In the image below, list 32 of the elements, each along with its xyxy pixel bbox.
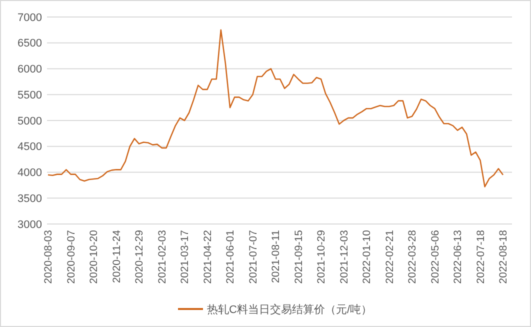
y-tick-label: 5000 [18,115,42,128]
x-tick-label: 2022-05-06 [429,230,442,284]
line-series [47,29,504,188]
x-tick-label: 2021-02-03 [156,230,168,284]
y-tick-label: 6500 [18,38,42,50]
x-tick-label: 2022-02-21 [384,230,396,284]
y-tick-label: 4500 [18,141,42,154]
x-tick-label: 2021-06-01 [224,230,237,284]
x-tick-label: 2021-12-03 [338,230,350,284]
x-tick-label: 2020-09-07 [65,230,78,284]
x-tick-label: 2022-06-13 [452,230,464,284]
x-tick-label: 2021-04-22 [202,230,214,284]
x-tick-label: 2020-08-03 [42,230,55,284]
x-tick-label: 2020-12-29 [134,230,146,284]
y-tick-label: 4000 [18,167,42,180]
y-tick-label: 3500 [18,192,42,205]
x-tick-label: 2022-03-28 [406,230,419,284]
y-tick-label: 7000 [18,12,42,24]
x-tick-label: 2021-08-11 [270,230,282,283]
x-tick-label: 2021-09-15 [292,230,305,284]
legend-label: 热轧C料当日交易结算价（元/吨） [207,302,372,316]
x-tick-label: 2021-10-29 [316,230,328,284]
x-tick-label: 2021-03-17 [179,230,192,284]
y-tick-label: 6000 [18,64,42,76]
x-tick-label: 2022-01-10 [361,230,374,284]
x-tick-label: 2020-11-24 [110,230,123,283]
y-tick-label: 3000 [18,218,42,231]
x-tick-label: 2020-10-20 [88,230,100,284]
y-tick-label: 5500 [18,89,42,102]
x-tick-label: 2021-07-07 [247,230,260,284]
x-tick-label: 2022-07-18 [474,230,487,284]
x-tick-label: 2022-08-18 [498,230,510,284]
